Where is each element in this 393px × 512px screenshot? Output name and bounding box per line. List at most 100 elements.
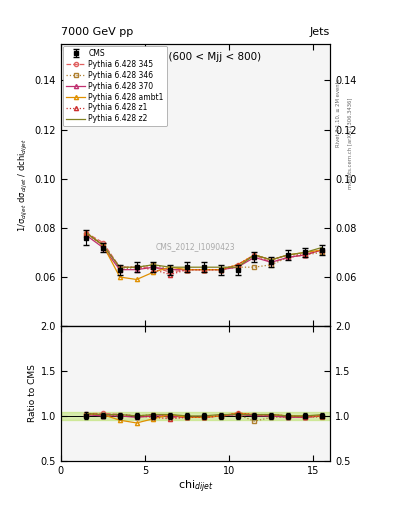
Line: Pythia 6.428 ambt1: Pythia 6.428 ambt1: [84, 231, 324, 282]
Line: Pythia 6.428 z2: Pythia 6.428 z2: [86, 233, 322, 267]
Pythia 6.428 370: [235, 264, 240, 270]
Pythia 6.428 346: [118, 267, 122, 273]
Pythia 6.428 z2: [202, 264, 206, 270]
Pythia 6.428 346: [134, 264, 139, 270]
Pythia 6.428 z2: [168, 264, 173, 270]
Pythia 6.428 z1: [219, 267, 223, 273]
Pythia 6.428 346: [202, 267, 206, 273]
Pythia 6.428 ambt1: [252, 252, 257, 258]
Pythia 6.428 ambt1: [168, 264, 173, 270]
Text: χ (jets) (600 < Mjj < 800): χ (jets) (600 < Mjj < 800): [129, 52, 262, 62]
Text: CMS_2012_I1090423: CMS_2012_I1090423: [156, 243, 235, 251]
Pythia 6.428 370: [219, 267, 223, 273]
Pythia 6.428 346: [101, 242, 105, 248]
Pythia 6.428 345: [286, 254, 290, 261]
Pythia 6.428 345: [168, 269, 173, 275]
Pythia 6.428 z1: [151, 267, 156, 273]
Pythia 6.428 z1: [252, 252, 257, 258]
Pythia 6.428 z1: [202, 267, 206, 273]
Pythia 6.428 346: [235, 264, 240, 270]
Pythia 6.428 z2: [286, 252, 290, 258]
Pythia 6.428 346: [151, 262, 156, 268]
Pythia 6.428 ambt1: [101, 242, 105, 248]
Pythia 6.428 z2: [118, 264, 122, 270]
Pythia 6.428 z2: [151, 262, 156, 268]
Pythia 6.428 370: [303, 252, 307, 258]
Pythia 6.428 370: [168, 267, 173, 273]
Pythia 6.428 z2: [303, 249, 307, 255]
Pythia 6.428 346: [168, 267, 173, 273]
Pythia 6.428 ambt1: [185, 267, 189, 273]
Pythia 6.428 345: [185, 267, 189, 273]
Pythia 6.428 370: [286, 254, 290, 261]
Text: Rivet 3.1.10, ≥ 2M events: Rivet 3.1.10, ≥ 2M events: [336, 78, 341, 147]
Pythia 6.428 z2: [235, 264, 240, 270]
Pythia 6.428 ambt1: [320, 247, 324, 253]
Pythia 6.428 346: [303, 252, 307, 258]
Pythia 6.428 ambt1: [286, 252, 290, 258]
Y-axis label: 1/σ$_{dijet}$ dσ$_{dijet}$ / dchi$_{dijet}$: 1/σ$_{dijet}$ dσ$_{dijet}$ / dchi$_{dije…: [17, 138, 30, 232]
Pythia 6.428 z1: [84, 230, 88, 236]
Pythia 6.428 ambt1: [303, 249, 307, 255]
Pythia 6.428 z2: [252, 252, 257, 258]
Text: 7000 GeV pp: 7000 GeV pp: [61, 27, 133, 37]
Pythia 6.428 346: [252, 264, 257, 270]
Pythia 6.428 z1: [303, 252, 307, 258]
Pythia 6.428 z1: [286, 252, 290, 258]
Pythia 6.428 z1: [269, 257, 274, 263]
Pythia 6.428 345: [134, 264, 139, 270]
Pythia 6.428 z2: [269, 257, 274, 263]
Pythia 6.428 345: [202, 267, 206, 273]
Pythia 6.428 z1: [118, 264, 122, 270]
Legend: CMS, Pythia 6.428 345, Pythia 6.428 346, Pythia 6.428 370, Pythia 6.428 ambt1, P: CMS, Pythia 6.428 345, Pythia 6.428 346,…: [63, 46, 167, 126]
Pythia 6.428 345: [252, 252, 257, 258]
Pythia 6.428 370: [269, 259, 274, 265]
Pythia 6.428 ambt1: [202, 267, 206, 273]
Pythia 6.428 z2: [185, 264, 189, 270]
Pythia 6.428 ambt1: [134, 276, 139, 283]
Pythia 6.428 z1: [134, 264, 139, 270]
Pythia 6.428 346: [84, 232, 88, 238]
Pythia 6.428 370: [320, 247, 324, 253]
Pythia 6.428 345: [101, 240, 105, 246]
Pythia 6.428 345: [303, 252, 307, 258]
Pythia 6.428 ambt1: [235, 262, 240, 268]
Pythia 6.428 370: [84, 232, 88, 238]
Pythia 6.428 345: [269, 259, 274, 265]
Pythia 6.428 346: [320, 249, 324, 255]
Pythia 6.428 z1: [320, 247, 324, 253]
Pythia 6.428 z1: [185, 267, 189, 273]
Pythia 6.428 370: [118, 267, 122, 273]
Pythia 6.428 345: [235, 262, 240, 268]
Pythia 6.428 346: [185, 267, 189, 273]
Pythia 6.428 z2: [101, 242, 105, 248]
Line: Pythia 6.428 345: Pythia 6.428 345: [84, 231, 324, 274]
Pythia 6.428 370: [185, 267, 189, 273]
Y-axis label: Ratio to CMS: Ratio to CMS: [28, 365, 37, 422]
Pythia 6.428 z1: [235, 262, 240, 268]
Pythia 6.428 ambt1: [84, 230, 88, 236]
Pythia 6.428 370: [151, 264, 156, 270]
Pythia 6.428 ambt1: [219, 267, 223, 273]
Bar: [61, 412, 330, 419]
Pythia 6.428 345: [84, 230, 88, 236]
Pythia 6.428 z1: [168, 271, 173, 278]
Pythia 6.428 z2: [84, 230, 88, 236]
Text: Jets: Jets: [310, 27, 330, 37]
Pythia 6.428 345: [320, 247, 324, 253]
Pythia 6.428 370: [252, 254, 257, 261]
Pythia 6.428 346: [286, 254, 290, 261]
Pythia 6.428 370: [134, 267, 139, 273]
Pythia 6.428 346: [269, 262, 274, 268]
Line: Pythia 6.428 346: Pythia 6.428 346: [84, 233, 324, 272]
Pythia 6.428 z1: [101, 242, 105, 248]
Pythia 6.428 z2: [134, 264, 139, 270]
Pythia 6.428 ambt1: [151, 269, 156, 275]
Pythia 6.428 346: [219, 267, 223, 273]
Pythia 6.428 345: [219, 267, 223, 273]
Pythia 6.428 z2: [219, 264, 223, 270]
Pythia 6.428 ambt1: [118, 274, 122, 280]
Text: mcplots.cern.ch [arXiv:1306.3436]: mcplots.cern.ch [arXiv:1306.3436]: [348, 98, 353, 189]
Pythia 6.428 345: [118, 264, 122, 270]
Pythia 6.428 345: [151, 264, 156, 270]
